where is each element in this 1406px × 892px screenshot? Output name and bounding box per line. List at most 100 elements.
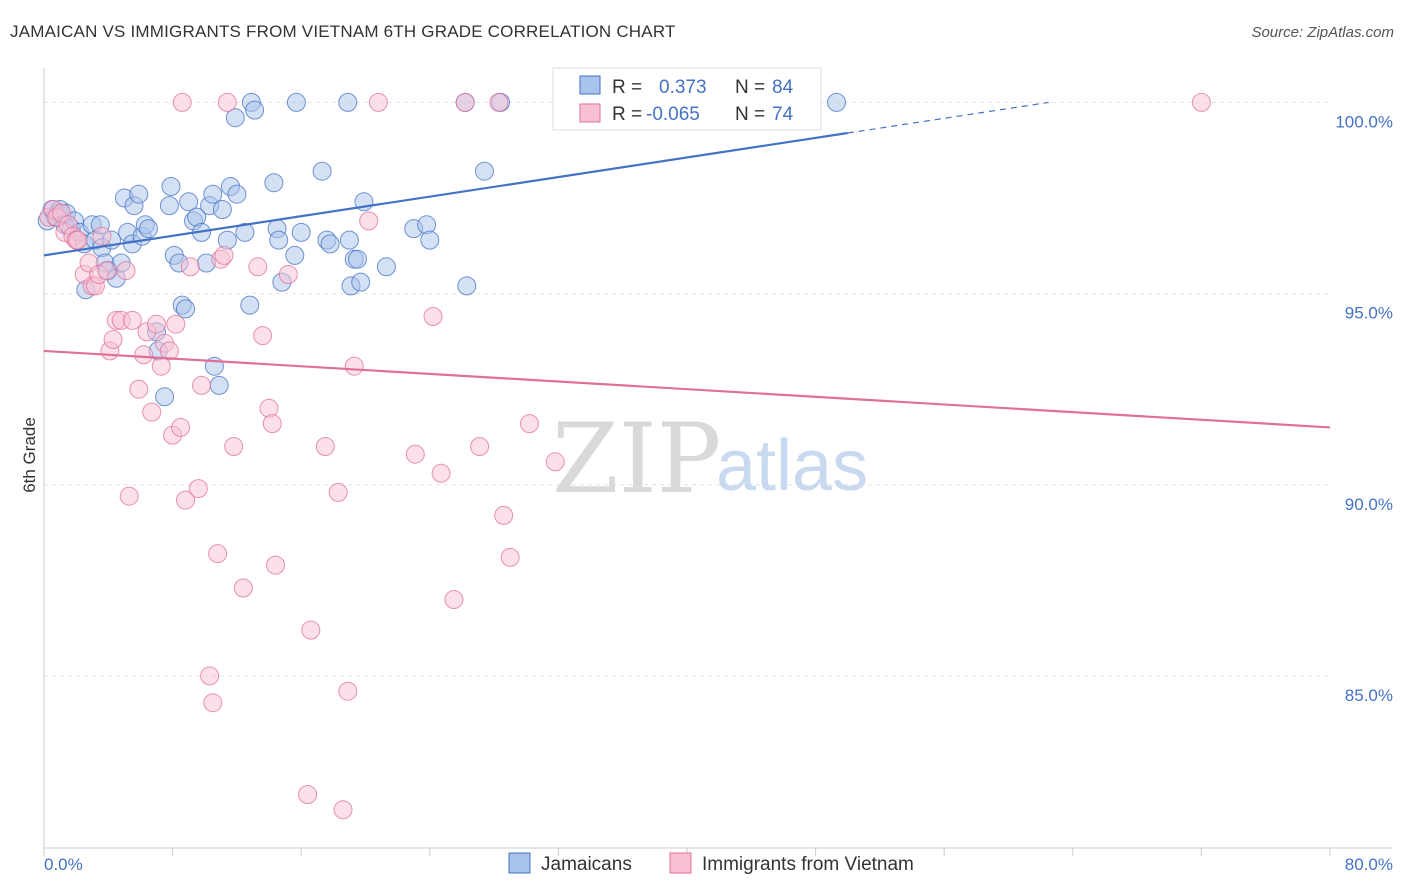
legend-n-label-2: N = <box>735 104 765 125</box>
point-series1-42 <box>224 437 244 456</box>
point-series0-60 <box>285 245 305 265</box>
point-series1-55 <box>338 681 358 701</box>
point-series0-53 <box>240 295 260 315</box>
trend-line-series1 <box>43 349 1331 429</box>
x-tick-label-0: 0.0% <box>44 855 83 874</box>
watermark-atlas: atlas <box>716 426 868 506</box>
point-series0-31 <box>155 387 175 407</box>
point-series1-25 <box>142 402 162 422</box>
point-series0-78 <box>457 276 477 296</box>
legend-r-label-1: R = <box>612 77 642 98</box>
point-series0-38 <box>179 192 199 212</box>
bottom-legend-swatch-vietnam <box>669 852 692 874</box>
point-series0-70 <box>348 249 367 269</box>
legend-swatch-jamaicans <box>579 75 601 95</box>
point-series1-61 <box>431 463 451 483</box>
legend-r-value-1: 0.373 <box>659 77 707 98</box>
legend-swatch-vietnam <box>579 103 601 123</box>
point-series1-36 <box>192 375 211 395</box>
point-series1-53 <box>328 482 348 502</box>
point-series1-45 <box>253 326 273 346</box>
y-tick-labels: 100.0% 95.0% 90.0% 85.0% <box>1335 112 1393 705</box>
point-series1-48 <box>266 555 285 575</box>
point-series1-49 <box>278 265 298 284</box>
point-series0-28 <box>139 219 158 239</box>
x-tick-labels: 0.0% 80.0% <box>44 855 1393 874</box>
point-series0-67 <box>339 230 359 250</box>
point-series1-19 <box>116 261 136 281</box>
point-series1-31 <box>166 314 186 334</box>
point-series0-51 <box>227 184 247 204</box>
point-series0-47 <box>212 200 232 219</box>
point-series0-63 <box>312 161 332 181</box>
point-series1-51 <box>301 620 321 640</box>
point-series1-60 <box>423 307 443 326</box>
point-series1-67 <box>500 547 520 567</box>
watermark: ZIP atlas <box>552 403 868 515</box>
point-series1-32 <box>171 417 191 437</box>
y-tick-label-2: 90.0% <box>1345 495 1393 514</box>
point-series1-22 <box>129 379 149 399</box>
legend-n-value-1: 84 <box>772 77 794 98</box>
point-series0-44 <box>203 184 223 204</box>
point-series0-37 <box>176 299 195 319</box>
bottom-legend: Jamaicans Immigrants from Vietnam <box>508 852 914 875</box>
point-series1-39 <box>208 544 228 564</box>
point-series1-44 <box>248 257 268 277</box>
chart-source: Source: ZipAtlas.com <box>1251 24 1394 41</box>
point-series0-33 <box>161 177 181 196</box>
point-series1-66 <box>494 505 514 525</box>
point-series1-20 <box>119 486 139 506</box>
point-series0-32 <box>159 196 179 216</box>
bottom-legend-swatch-jamaicans <box>508 852 531 874</box>
point-series1-72 <box>1191 92 1211 112</box>
point-series0-52 <box>235 222 255 242</box>
point-series1-16 <box>103 330 123 349</box>
point-series1-38 <box>203 693 223 713</box>
point-series1-47 <box>262 414 282 434</box>
point-series0-50 <box>225 108 245 128</box>
point-series1-69 <box>545 452 565 472</box>
point-series1-70 <box>172 92 192 112</box>
point-series1-14 <box>97 261 117 281</box>
point-series0-65 <box>320 234 340 254</box>
point-series0-73 <box>376 257 396 277</box>
point-series0-62 <box>291 222 311 242</box>
point-series1-29 <box>159 341 179 361</box>
point-series1-33 <box>176 490 195 510</box>
point-series1-26 <box>147 314 166 334</box>
y-tick-label-1: 95.0% <box>1345 304 1393 323</box>
point-series1-63 <box>455 92 475 112</box>
point-series0-66 <box>338 92 358 112</box>
trend-line-extension-series0 <box>847 101 1049 134</box>
legend-n-value-2: 74 <box>772 104 794 125</box>
y-tick-label-0: 100.0% <box>1335 112 1393 131</box>
watermark-zip: ZIP <box>552 403 721 515</box>
data-points <box>37 92 1211 820</box>
point-series1-65 <box>489 92 509 112</box>
point-series1-73 <box>68 230 88 250</box>
point-series1-41 <box>214 245 234 265</box>
point-series1-21 <box>122 310 142 330</box>
point-series0-75 <box>417 215 437 235</box>
point-series0-83 <box>827 92 846 112</box>
point-series1-64 <box>470 437 490 456</box>
point-series1-56 <box>344 356 364 376</box>
point-series0-56 <box>264 173 284 193</box>
chart-title: JAMAICAN VS IMMIGRANTS FROM VIETNAM 6TH … <box>10 22 676 41</box>
trend-line-series0 <box>43 131 848 257</box>
legend-r-label-2: R = <box>612 104 642 125</box>
point-series1-62 <box>444 590 464 609</box>
point-series0-76 <box>420 230 440 250</box>
point-series1-50 <box>298 785 318 804</box>
point-series1-35 <box>188 479 208 499</box>
legend-r-value-2: -0.065 <box>646 104 700 125</box>
point-series0-25 <box>129 184 149 204</box>
point-series1-71 <box>217 92 237 112</box>
point-series0-46 <box>209 375 229 395</box>
bottom-legend-label-vietnam: Immigrants from Vietnam <box>702 854 914 875</box>
point-series1-68 <box>520 414 539 434</box>
point-series1-34 <box>180 257 200 277</box>
point-series1-58 <box>368 92 388 112</box>
